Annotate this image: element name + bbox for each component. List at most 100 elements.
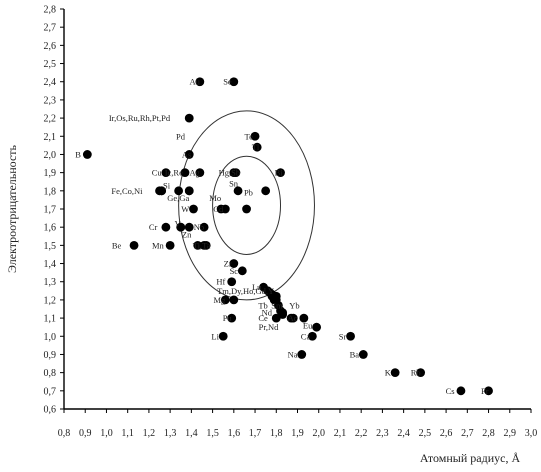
data-point (346, 331, 355, 341)
point-label: Hf (216, 277, 225, 287)
point-label: Nd (262, 308, 273, 318)
data-point (184, 113, 194, 123)
data-point (174, 186, 184, 196)
data-point (157, 186, 167, 196)
point-label: Ir,Os,Ru,Rh,Pt,Pd (109, 113, 171, 123)
point-label: V (175, 219, 182, 229)
y-tick-label: 2,2 (44, 114, 57, 125)
data-point (271, 313, 281, 323)
y-tick-label: 1,4 (44, 259, 57, 270)
data-point (218, 331, 228, 341)
point-group (82, 77, 493, 396)
point-label: Ti,Ta (193, 240, 211, 250)
y-tick-label: 2,1 (44, 132, 57, 143)
data-point (176, 222, 186, 232)
data-point (229, 77, 239, 87)
data-point (184, 222, 194, 232)
data-point (358, 350, 368, 359)
x-tick-label: 1,2 (143, 428, 156, 439)
point-label: Lu (252, 282, 262, 292)
y-tick-label: 2,5 (44, 59, 57, 70)
y-tick-label: 2,4 (44, 77, 57, 88)
y-tick-label: 1,5 (44, 241, 57, 252)
data-point (161, 222, 171, 232)
data-point (229, 259, 239, 268)
point-label: Cu (152, 168, 163, 178)
data-point (231, 168, 241, 178)
x-tick-label: 1,3 (164, 428, 177, 439)
y-tick-label: 2,6 (44, 41, 57, 52)
data-point (288, 313, 298, 323)
data-point (233, 186, 243, 196)
x-tick-label: 1,1 (121, 428, 134, 439)
x-tick-group: 0,8 0,9 1,0 1,1 1,2 1,3 1,4 1,5 1,6 1,7 1,8 1,9 2,0 2… (58, 409, 537, 439)
point-label: Eu (303, 320, 313, 330)
data-point (199, 222, 209, 232)
point-label: Pd (176, 131, 186, 141)
point-label: Sc (230, 266, 239, 276)
data-point (180, 168, 190, 178)
region-ellipse (178, 110, 315, 301)
point-label: Sn (229, 179, 239, 189)
y-tick-label: 2,3 (44, 95, 57, 106)
point-label: As (182, 149, 191, 159)
y-tick-label: 1,1 (44, 314, 57, 325)
y-tick-label: 1,6 (44, 223, 57, 234)
point-label: Pb (244, 188, 253, 198)
y-tick-label: 0,7 (44, 386, 57, 397)
x-tick-label: 2,3 (376, 428, 389, 439)
data-point (456, 386, 466, 396)
point-label: Zr (224, 259, 232, 269)
x-axis-title: Атомный радиус, Å (420, 451, 521, 465)
data-point (276, 168, 285, 178)
x-tick-label: 2,0 (312, 428, 325, 439)
point-label: Li (211, 331, 219, 341)
x-tick-label: 2,5 (419, 428, 432, 439)
data-point (484, 386, 493, 396)
data-point (184, 186, 194, 196)
point-label: Ba (350, 349, 360, 359)
x-tick-label: 1,4 (185, 428, 198, 439)
y-tick-label: 0,6 (44, 405, 57, 416)
point-label: Cd (213, 204, 224, 214)
point-label: B (75, 149, 81, 159)
point-label: Cs (446, 386, 455, 396)
point-label: Ag (189, 168, 200, 178)
point-label: Ca (301, 331, 311, 341)
point-label: Yb (289, 300, 299, 310)
point-label: Si (163, 180, 171, 190)
point-label: Ac (288, 313, 298, 323)
point-label: Mg (214, 295, 227, 305)
data-point (261, 186, 271, 196)
data-point (307, 331, 317, 341)
y-tick-label: 1,2 (44, 295, 57, 306)
point-label: Se (223, 77, 232, 87)
data-point (297, 350, 307, 359)
x-tick-label: 2,8 (482, 428, 495, 439)
data-point (237, 266, 247, 276)
data-point (227, 277, 237, 287)
region-ellipse (212, 155, 282, 255)
data-point (195, 77, 205, 87)
y-tick-label: 1,9 (44, 168, 57, 179)
x-tick-label: 2,7 (461, 428, 474, 439)
y-tick-label: 1,0 (44, 332, 57, 343)
x-tick-label: 0,8 (58, 428, 71, 439)
data-point (220, 204, 230, 214)
point-label: Au (189, 77, 200, 87)
point-label: Cr (149, 222, 158, 232)
point-label: Rb (411, 368, 421, 378)
point-label: Bi (275, 168, 284, 178)
point-label: Sm (271, 300, 283, 310)
data-point (189, 204, 198, 214)
point-label: Tm,Dy,Ho,Gd,Y (217, 286, 274, 296)
x-tick-label: 1,7 (249, 428, 262, 439)
y-axis-title: Электроотрицательность (5, 144, 19, 273)
x-tick-label: 2,6 (440, 428, 453, 439)
data-point (129, 240, 139, 250)
point-label: Tl (252, 142, 260, 152)
point-label: Fe,Co,Ni (111, 186, 143, 196)
ellipse-group (178, 110, 315, 301)
x-tick-label: 1,6 (228, 428, 241, 439)
